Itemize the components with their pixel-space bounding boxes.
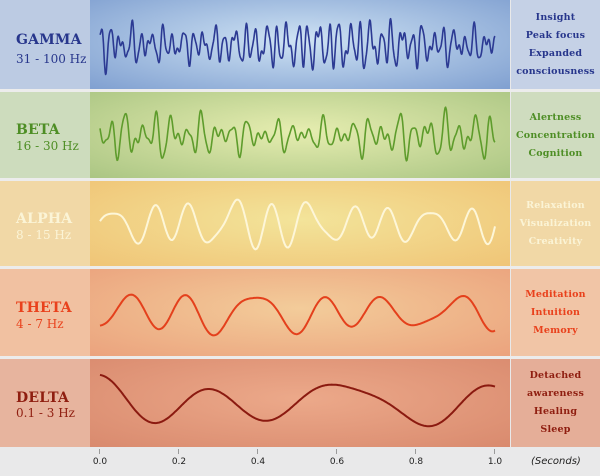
effect-label: Intuition: [530, 307, 581, 318]
effect-label: Sleep: [540, 424, 571, 435]
effect-label: awareness: [527, 388, 584, 399]
effect-label: Alertness: [529, 111, 582, 123]
band-label-cell: BETA 16 - 30 Hz: [0, 92, 90, 179]
band-delta: DELTA 0.1 - 3 Hz Detached awareness Heal…: [0, 359, 600, 447]
band-alpha: ALPHA 8 - 15 Hz Relaxation Visualization…: [0, 181, 600, 267]
brainwave-line: [99, 106, 496, 162]
effects-cell: Relaxation Visualization Creativity: [511, 181, 600, 267]
effect-label: consciousness: [516, 66, 595, 77]
band-divider: [0, 89, 600, 92]
band-name: GAMMA: [16, 32, 82, 48]
band-beta: BETA 16 - 30 Hz Alertness Concentration …: [0, 92, 600, 179]
effect-label: Cognition: [528, 147, 583, 159]
effect-label: Creativity: [528, 236, 583, 247]
effects-cell: Alertness Concentration Cognition: [511, 92, 600, 179]
tick-label: 0.2: [171, 457, 187, 467]
tick-mark: [99, 449, 100, 454]
band-name: THETA: [16, 300, 72, 316]
effects-cell: Meditation Intuition Memory: [511, 269, 600, 357]
tick-label: 0.8: [408, 457, 424, 467]
effects-cell: Detached awareness Healing Sleep: [511, 359, 600, 447]
tick-label: 1.0: [487, 457, 503, 467]
band-name: ALPHA: [16, 211, 73, 227]
effects-cell: Insight Peak focus Expanded consciousnes…: [511, 0, 600, 90]
effect-label: Relaxation: [526, 200, 585, 211]
band-divider: [0, 356, 600, 359]
effect-label: Visualization: [519, 218, 592, 229]
effect-label: Detached: [529, 370, 582, 381]
effect-label: Concentration: [516, 129, 595, 141]
wave-svg: [99, 17, 496, 76]
tick-mark: [415, 449, 416, 454]
wave-panel: [90, 0, 510, 90]
tick-mark: [257, 449, 258, 454]
band-frequency-range: 16 - 30 Hz: [16, 139, 79, 153]
tick-label: 0.6: [329, 457, 345, 467]
band-name: DELTA: [16, 390, 70, 406]
brainwave-line: [99, 198, 496, 251]
brainwave-line: [99, 293, 496, 337]
wave-panel: [90, 359, 510, 447]
band-gamma: GAMMA 31 - 100 Hz Insight Peak focus Exp…: [0, 0, 600, 90]
band-divider: [0, 266, 600, 269]
band-frequency-range: 8 - 15 Hz: [16, 228, 72, 242]
band-divider: [0, 178, 600, 181]
brainwave-line: [99, 17, 496, 76]
effect-label: Healing: [533, 406, 578, 417]
band-label-cell: GAMMA 31 - 100 Hz: [0, 0, 90, 90]
axis-unit-label: (Seconds): [531, 456, 581, 467]
effect-label: Memory: [533, 325, 578, 336]
wave-svg: [99, 106, 496, 162]
wave-panel: [90, 181, 510, 267]
band-name: BETA: [16, 122, 60, 138]
band-frequency-range: 31 - 100 Hz: [16, 52, 87, 66]
effect-label: Meditation: [525, 289, 586, 300]
effect-label: Expanded: [528, 48, 583, 59]
tick-mark: [336, 449, 337, 454]
effect-label: Insight: [535, 12, 576, 23]
tick-mark: [178, 449, 179, 454]
effect-label: Peak focus: [525, 30, 586, 41]
wave-svg: [99, 373, 496, 428]
band-theta: THETA 4 - 7 Hz Meditation Intuition Memo…: [0, 269, 600, 357]
time-axis: 0.0 0.2 0.4 0.6 0.8 1.0 (Seconds): [0, 447, 600, 476]
tick-label: 0.0: [92, 457, 108, 467]
wave-svg: [99, 198, 496, 251]
wave-svg: [99, 293, 496, 337]
wave-panel: [90, 269, 510, 357]
brainwave-line: [99, 373, 496, 428]
tick-label: 0.4: [250, 457, 266, 467]
band-frequency-range: 0.1 - 3 Hz: [16, 406, 76, 420]
band-label-cell: DELTA 0.1 - 3 Hz: [0, 359, 90, 447]
wave-panel: [90, 92, 510, 179]
band-label-cell: ALPHA 8 - 15 Hz: [0, 181, 90, 267]
band-frequency-range: 4 - 7 Hz: [16, 317, 64, 331]
tick-mark: [494, 449, 495, 454]
band-label-cell: THETA 4 - 7 Hz: [0, 269, 90, 357]
